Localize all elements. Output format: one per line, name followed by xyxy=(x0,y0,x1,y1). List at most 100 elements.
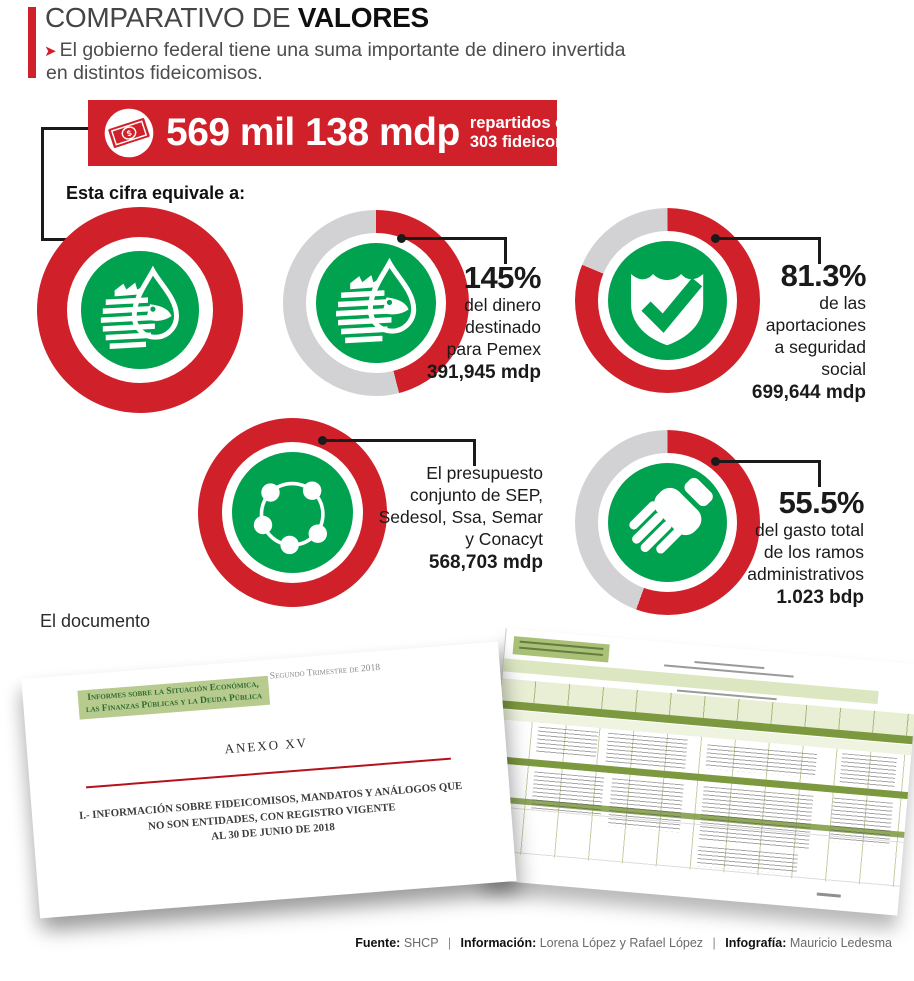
donut-icon-background xyxy=(81,251,199,369)
page-title: COMPARATIVO DE VALORES xyxy=(45,2,429,34)
leader-dot xyxy=(397,234,406,243)
report-heading: I.- INFORMACIÓN SOBRE FIDEICOMISOS, MAND… xyxy=(32,775,512,859)
shield-check-icon xyxy=(631,274,704,346)
pemex-eagle-icon xyxy=(100,265,179,349)
donut-icon-background xyxy=(316,243,436,363)
stat-line: y Conacyt xyxy=(465,529,543,549)
leader-dot xyxy=(711,457,720,466)
stat-line: El presupuesto xyxy=(426,463,543,483)
banner-note-line1: repartidos en xyxy=(469,114,575,132)
donut-inner-ring xyxy=(598,231,737,370)
info-value: Lorena López y Rafael López xyxy=(539,936,704,950)
leader-line xyxy=(504,238,507,264)
connector-line xyxy=(41,238,68,241)
info-label: Información: xyxy=(460,936,537,950)
document-section-label: El documento xyxy=(40,611,151,631)
pemex-eagle-icon xyxy=(335,257,416,343)
stat-line: Sedesol, Ssa, Semar xyxy=(378,507,543,527)
stat-line: aportaciones xyxy=(765,315,866,335)
donut-icon-background xyxy=(607,462,728,583)
leader-line xyxy=(402,237,507,240)
stat-ramos-administrativos: 55.5% del gasto total de los ramos admin… xyxy=(747,486,864,611)
hand-icon xyxy=(629,478,714,554)
stat-admin-percent: 55.5% xyxy=(778,485,865,520)
page-title-bold: VALORES xyxy=(297,2,429,33)
leader-line xyxy=(716,237,821,240)
separator: | xyxy=(447,936,452,950)
donut-icon-background xyxy=(231,451,354,574)
total-amount: 569 mil 138 mdp xyxy=(166,111,460,154)
stat-line: social xyxy=(821,359,866,379)
stat-line: de las xyxy=(819,293,866,313)
connector-line xyxy=(41,127,88,130)
money-icon: $ xyxy=(104,108,154,158)
stat-presupuesto: El presupuesto conjunto de SEP, Sedesol,… xyxy=(379,462,543,576)
donut-icon-background xyxy=(607,240,728,361)
donut-inner-ring xyxy=(221,441,364,584)
stat-line: para Pemex xyxy=(446,339,541,359)
stat-line: a seguridad xyxy=(774,337,866,357)
subtitle-text-1: El gobierno federal tiene una suma impor… xyxy=(59,39,626,61)
document-report-page: Informes sobre la Situación Económica, l… xyxy=(21,641,517,919)
donut-inner-ring xyxy=(598,453,737,592)
leader-line xyxy=(818,461,821,487)
leader-dot xyxy=(711,234,720,243)
stat-presupuesto-amount: 568,703 mdp xyxy=(428,552,543,573)
stat-line: del dinero xyxy=(464,295,541,315)
table-text-lines xyxy=(536,726,599,758)
leader-dot xyxy=(318,436,327,445)
connector-line xyxy=(41,127,44,241)
total-amount-banner: $ 569 mil 138 mdp repartidos en 303 fide… xyxy=(88,100,607,166)
donut-inner-ring xyxy=(66,236,214,384)
report-stamp: Informes sobre la Situación Económica, l… xyxy=(77,675,270,720)
stat-line: conjunto de SEP, xyxy=(410,485,543,505)
banner-note-line2: 303 fideicomisos. xyxy=(469,133,608,151)
stat-line: del gasto total xyxy=(755,520,864,540)
stat-line: destinado xyxy=(465,317,541,337)
document-table-page xyxy=(483,628,914,916)
stat-social-percent: 81.3% xyxy=(780,258,867,293)
page-title-light: COMPARATIVO DE xyxy=(45,2,298,33)
table-page-mark xyxy=(816,892,841,898)
source-value: SHCP xyxy=(403,936,439,950)
stat-admin-amount: 1.023 bdp xyxy=(776,587,864,608)
table-text-lines xyxy=(829,797,894,847)
separator: | xyxy=(712,936,716,950)
report-annex-title: ANEXO XV xyxy=(224,734,309,757)
stat-line: de los ramos xyxy=(763,542,864,562)
donut-total-fideicomisos xyxy=(37,207,243,413)
table-text-lines xyxy=(699,786,814,850)
arrow-bullet-icon: ➤ xyxy=(44,43,57,60)
donut-inner-ring xyxy=(306,233,446,373)
table-text-lines xyxy=(607,778,684,833)
leader-line xyxy=(716,460,821,463)
equivalence-label: Esta cifra equivale a: xyxy=(66,183,246,203)
donut-presupuesto-conjunto xyxy=(198,418,387,607)
leader-line xyxy=(818,238,821,264)
donut-seguridad-social xyxy=(575,208,760,393)
table-stamp-box xyxy=(512,636,610,663)
source-label: Fuente: xyxy=(355,936,401,950)
stat-pemex-percent: 145% xyxy=(463,260,542,295)
red-accent-bar xyxy=(28,7,36,78)
stat-pemex: 145% del dinero destinado para Pemex 391… xyxy=(426,260,542,386)
leader-line xyxy=(473,440,476,466)
donut-ramos-administrativos xyxy=(575,430,760,615)
banner-note: repartidos en 303 fideicomisos. xyxy=(470,114,608,152)
dollar-sign: $ xyxy=(126,128,134,138)
credit-label: Infografía: xyxy=(725,936,787,950)
leader-line xyxy=(323,439,476,442)
stat-seguridad-social: 81.3% de las aportaciones a seguridad so… xyxy=(751,258,867,406)
donut-pemex xyxy=(283,210,469,396)
report-period: Segundo Trimestre de 2018 xyxy=(269,662,381,682)
credit-value: Mauricio Ledesma xyxy=(789,936,892,950)
stat-line: administrativos xyxy=(747,564,864,584)
table-text-lines xyxy=(531,771,605,816)
stat-social-amount: 699,644 mdp xyxy=(751,382,866,403)
network-icon xyxy=(254,481,328,555)
credits-line: Fuente: SHCP | Información: Lorena López… xyxy=(355,936,892,950)
subtitle-line1: ➤ El gobierno federal tiene una suma impo… xyxy=(44,39,625,62)
stat-pemex-amount: 391,945 mdp xyxy=(426,362,541,383)
subtitle-line2: en distintos fideicomisos. xyxy=(46,62,263,84)
